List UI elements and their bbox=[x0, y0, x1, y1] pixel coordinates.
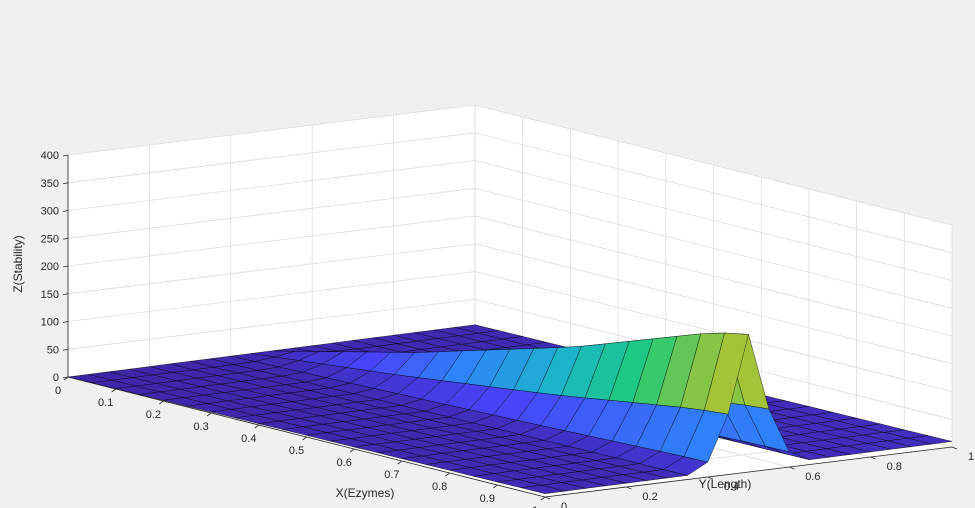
x-tick-label: 0.7 bbox=[384, 469, 399, 481]
x-tick-label: 0.9 bbox=[480, 493, 495, 505]
z-tick-label: 400 bbox=[41, 150, 59, 162]
z-tick-mark bbox=[62, 237, 69, 240]
z-tick-mark bbox=[62, 348, 69, 351]
z-axis-title: Z(Stability) bbox=[11, 235, 25, 292]
y-axis-title: Y(Length) bbox=[699, 477, 752, 491]
x-tick-mark bbox=[445, 472, 450, 477]
x-tick-mark bbox=[63, 376, 69, 381]
z-tick-mark bbox=[62, 210, 69, 212]
surface-mesh bbox=[67, 324, 953, 494]
z-tick-label: 100 bbox=[41, 317, 59, 329]
x-tick-label: 1 bbox=[532, 505, 538, 508]
x-tick-mark bbox=[159, 400, 164, 405]
z-tick-label: 0 bbox=[53, 372, 59, 384]
x-axis-title: X(Ezymes) bbox=[336, 486, 395, 500]
x-tick-label: 0.2 bbox=[146, 409, 161, 421]
tick-labels: 0 50 100 150 200 250 300 350 400 0 0.1 0.2 0.3 0.4 0.5… bbox=[41, 150, 974, 508]
axis-titles: X(Ezymes) Y(Length) Z(Stability) bbox=[11, 235, 751, 500]
z-tick-label: 250 bbox=[41, 233, 59, 245]
y-tick-mark bbox=[626, 486, 632, 490]
z-tick-label: 50 bbox=[47, 344, 59, 356]
x-tick-mark bbox=[349, 448, 355, 453]
y-tick-mark bbox=[707, 476, 713, 480]
x-tick-label: 0.6 bbox=[337, 457, 352, 469]
z-tick-label: 200 bbox=[41, 261, 59, 273]
z-tick-mark bbox=[62, 154, 69, 157]
axis-lines bbox=[62, 154, 958, 501]
z-tick-label: 300 bbox=[41, 206, 59, 218]
z-tick-label: 350 bbox=[41, 178, 59, 190]
x-tick-mark bbox=[493, 484, 498, 489]
y-tick-label: 0.6 bbox=[805, 471, 820, 483]
y-tick-mark bbox=[870, 456, 876, 460]
y-tick-mark bbox=[951, 446, 958, 450]
x-tick-label: 0.4 bbox=[241, 433, 256, 445]
y-tick-label: 1 bbox=[968, 451, 974, 463]
y-tick-label: 0 bbox=[561, 501, 567, 508]
x-tick-label: 0.5 bbox=[289, 445, 304, 457]
x-tick-mark bbox=[302, 436, 307, 441]
surface-facet bbox=[521, 484, 566, 494]
x-tick-mark bbox=[206, 412, 212, 417]
x-tick-mark bbox=[540, 496, 546, 501]
y-tick-mark bbox=[789, 466, 795, 470]
x-tick-label: 0.1 bbox=[98, 397, 113, 409]
y-tick-label: 0.2 bbox=[642, 491, 657, 503]
z-tick-mark bbox=[62, 321, 69, 323]
x-tick-mark bbox=[397, 460, 403, 465]
y-tick-label: 0.8 bbox=[887, 461, 902, 473]
y-tick-mark bbox=[544, 496, 551, 500]
z-tick-mark bbox=[62, 182, 69, 185]
z-tick-mark bbox=[62, 293, 69, 296]
x-tick-mark bbox=[111, 388, 116, 393]
x-tick-label: 0.3 bbox=[193, 421, 208, 433]
x-tick-mark bbox=[254, 424, 260, 429]
y-axis-line bbox=[544, 446, 953, 498]
z-tick-label: 150 bbox=[41, 289, 59, 301]
y-tick-label: 0.4 bbox=[724, 481, 739, 493]
x-tick-label: 0 bbox=[55, 385, 61, 397]
x-tick-label: 0.8 bbox=[432, 481, 447, 493]
z-tick-mark bbox=[62, 265, 69, 268]
